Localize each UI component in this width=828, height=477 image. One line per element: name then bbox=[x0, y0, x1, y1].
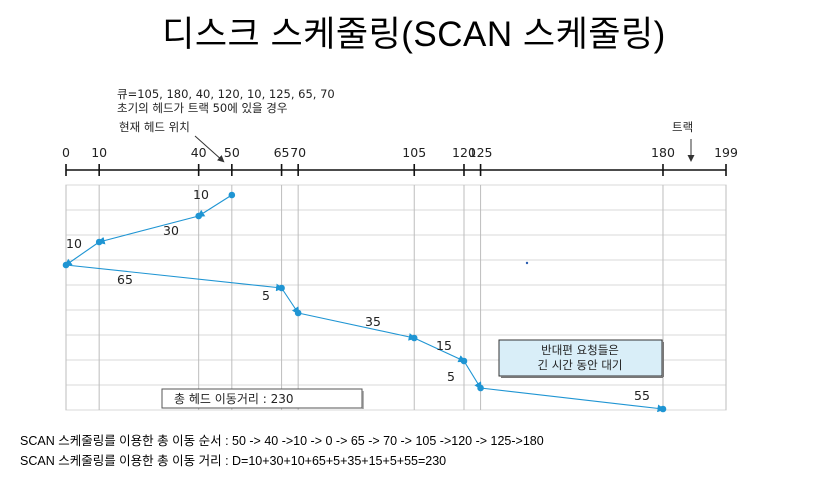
caption-sequence: SCAN 스케줄링를 이용한 총 이동 순서 : 50 -> 40 ->10 -… bbox=[20, 434, 544, 448]
total-distance-label: 총 헤드 이동거리 : 230 bbox=[174, 392, 294, 406]
distance-label-5: 5 bbox=[262, 288, 270, 303]
distance-label-2: 30 bbox=[163, 223, 179, 238]
path-segment-4 bbox=[65, 264, 284, 292]
track-label: 트랙 bbox=[672, 120, 693, 134]
head-stop-125 bbox=[477, 384, 484, 392]
tick-label-105: 105 bbox=[402, 145, 426, 160]
tick-label-180: 180 bbox=[651, 145, 675, 160]
distance-label-1: 10 bbox=[193, 187, 209, 202]
head-stop-10 bbox=[95, 238, 103, 246]
total-distance-box: 총 헤드 이동거리 : 230 bbox=[161, 388, 364, 409]
current-head-arrow bbox=[194, 135, 225, 163]
tick-label-120: 120 bbox=[452, 145, 476, 160]
grid-lines bbox=[65, 184, 727, 411]
tick-label-40: 40 bbox=[191, 145, 207, 160]
page-title: 디스크 스케줄링(SCAN 스케줄링) bbox=[162, 15, 666, 54]
path-segment-5 bbox=[281, 287, 300, 315]
tick-label-125: 125 bbox=[469, 145, 493, 160]
head-stop-0 bbox=[62, 261, 70, 269]
tick-label-50: 50 bbox=[224, 145, 240, 160]
distance-label-8: 5 bbox=[447, 369, 455, 384]
distance-label-3: 10 bbox=[66, 236, 82, 251]
head-stop-180 bbox=[659, 405, 667, 413]
path-segment-7 bbox=[414, 337, 466, 363]
head-stop-70 bbox=[294, 309, 302, 317]
queue-line: 큐=105, 180, 40, 120, 10, 125, 65, 70 bbox=[117, 87, 335, 101]
head-stop-50 bbox=[228, 191, 236, 199]
head-stop-65 bbox=[278, 284, 285, 292]
path-segment-2 bbox=[97, 215, 199, 245]
stray-dot bbox=[525, 261, 529, 265]
waiting-note-line2: 긴 시간 동안 대기 bbox=[537, 358, 622, 372]
distance-label-9: 55 bbox=[634, 388, 650, 403]
current-head-label: 현재 헤드 위치 bbox=[119, 120, 190, 134]
path-segment-9 bbox=[480, 387, 666, 413]
tick-label-65: 65 bbox=[274, 145, 290, 160]
head-stop-105 bbox=[410, 334, 418, 342]
distance-label-6: 35 bbox=[365, 314, 381, 329]
tick-label-10: 10 bbox=[91, 145, 107, 160]
head-stop-120 bbox=[460, 357, 468, 365]
caption-total-distance: SCAN 스케줄링를 이용한 총 이동 거리 : D=10+30+10+65+5… bbox=[20, 454, 447, 468]
waiting-note-line1: 반대편 요청들은 bbox=[541, 343, 619, 357]
tick-label-199: 199 bbox=[714, 145, 738, 160]
initial-head-line: 초기의 헤드가 트랙 50에 있을 경우 bbox=[117, 101, 287, 115]
path-segment-3 bbox=[64, 241, 100, 267]
head-stop-40 bbox=[195, 212, 202, 220]
tick-label-0: 0 bbox=[62, 145, 70, 160]
waiting-note: 반대편 요청들은 긴 시간 동안 대기 bbox=[498, 339, 664, 378]
distance-label-4: 65 bbox=[117, 272, 133, 287]
path-segment-8 bbox=[463, 360, 482, 390]
scan-diagram: 큐=105, 180, 40, 120, 10, 125, 65, 70 초기의… bbox=[62, 87, 738, 413]
path-segment-1 bbox=[196, 194, 233, 218]
distance-label-7: 15 bbox=[436, 338, 452, 353]
track-tick-marks bbox=[65, 164, 727, 176]
path-segment-6 bbox=[298, 312, 417, 341]
tick-label-70: 70 bbox=[290, 145, 306, 160]
